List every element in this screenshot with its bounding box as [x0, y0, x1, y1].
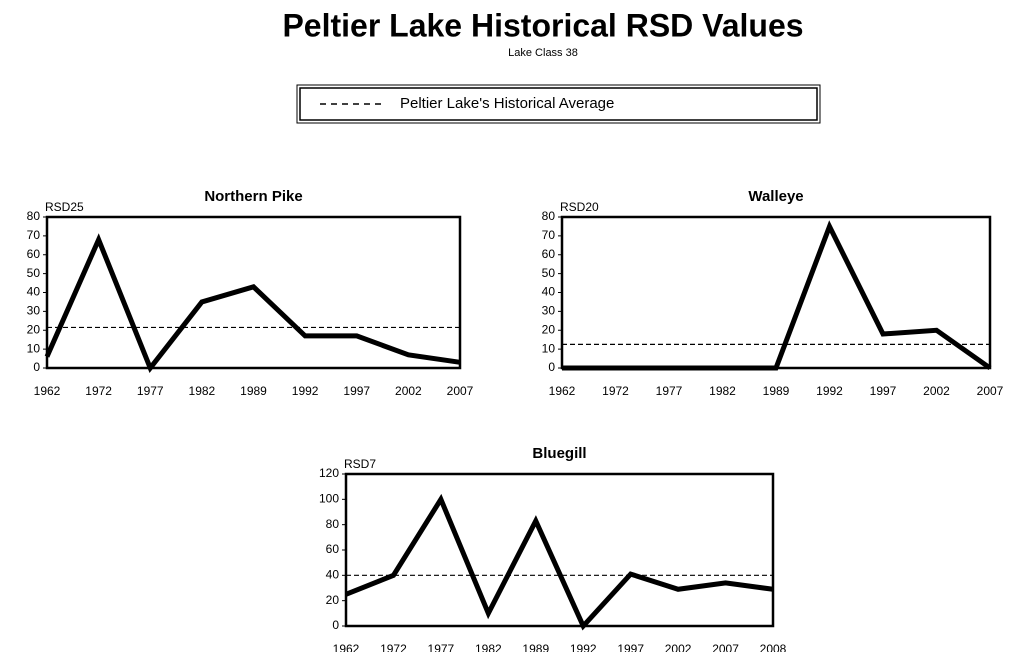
x-tick-label: 1982 — [189, 384, 216, 398]
y-tick-label: 50 — [27, 266, 41, 280]
x-tick-label: 1997 — [343, 384, 370, 398]
y-tick-label: 20 — [326, 593, 340, 607]
x-tick-label: 1989 — [522, 642, 549, 652]
x-tick-label: 1992 — [816, 384, 843, 398]
plot-frame — [560, 215, 992, 370]
data-line — [44, 233, 461, 373]
x-tick-label: 1962 — [34, 384, 61, 398]
y-tick-label: 80 — [542, 209, 556, 223]
x-tick-label: 1977 — [428, 642, 455, 652]
x-tick-label: 2008 — [760, 642, 787, 652]
y-tick-label: 80 — [326, 517, 340, 531]
page-title: Peltier Lake Historical RSD Values — [282, 7, 803, 43]
y-tick-label: 30 — [542, 304, 556, 318]
x-tick-label: 2007 — [712, 642, 739, 652]
x-tick-label: 1972 — [85, 384, 112, 398]
y-tick-label: 60 — [542, 247, 556, 261]
y-tick-label: 10 — [27, 341, 41, 355]
y-tick-label: 0 — [548, 360, 555, 374]
x-tick-label: 2002 — [923, 384, 950, 398]
y-axis-label: RSD20 — [560, 200, 599, 214]
y-tick-label: 120 — [319, 466, 339, 480]
x-tick-label: 1977 — [656, 384, 683, 398]
y-tick-label: 0 — [332, 618, 339, 632]
data-line — [562, 220, 992, 371]
y-tick-label: 60 — [27, 247, 41, 261]
x-tick-label: 1997 — [617, 642, 644, 652]
x-tick-label: 1982 — [709, 384, 736, 398]
y-axis-label: RSD25 — [45, 200, 84, 214]
y-tick-label: 10 — [542, 341, 556, 355]
y-tick-label: 70 — [542, 228, 556, 242]
x-tick-label: 1997 — [870, 384, 897, 398]
x-tick-label: 1982 — [475, 642, 502, 652]
y-tick-label: 60 — [326, 542, 340, 556]
chart-title: Bluegill — [532, 445, 586, 462]
x-tick-label: 1972 — [380, 642, 407, 652]
y-tick-label: 40 — [27, 285, 41, 299]
x-tick-label: 1962 — [549, 384, 576, 398]
plot-frame — [45, 215, 462, 370]
x-tick-label: 1977 — [137, 384, 164, 398]
plot-frame — [344, 472, 775, 628]
data-line — [345, 493, 774, 631]
y-tick-label: 80 — [27, 209, 41, 223]
x-tick-label: 1989 — [240, 384, 267, 398]
legend-box-inner — [299, 87, 818, 121]
x-tick-label: 1989 — [763, 384, 790, 398]
y-tick-label: 100 — [319, 492, 339, 506]
y-tick-label: 70 — [27, 228, 41, 242]
x-tick-label: 2007 — [977, 384, 1004, 398]
x-tick-label: 1962 — [333, 642, 360, 652]
x-tick-label: 1992 — [570, 642, 597, 652]
y-tick-label: 40 — [542, 285, 556, 299]
y-tick-label: 40 — [326, 568, 340, 582]
chart-title: Walleye — [748, 188, 803, 205]
x-tick-label: 2007 — [447, 384, 474, 398]
y-tick-label: 20 — [542, 322, 556, 336]
page-subtitle: Lake Class 38 — [508, 47, 578, 59]
y-tick-label: 20 — [27, 322, 41, 336]
y-tick-label: 50 — [542, 266, 556, 280]
x-tick-label: 1972 — [602, 384, 629, 398]
x-tick-label: 2002 — [665, 642, 692, 652]
x-tick-label: 1992 — [292, 384, 319, 398]
y-tick-label: 0 — [33, 360, 40, 374]
chart-title: Northern Pike — [204, 188, 302, 205]
x-tick-label: 2002 — [395, 384, 422, 398]
legend-label: Peltier Lake's Historical Average — [400, 95, 614, 112]
legend-box — [296, 84, 821, 124]
y-axis-label: RSD7 — [344, 457, 376, 471]
y-tick-label: 30 — [27, 304, 41, 318]
